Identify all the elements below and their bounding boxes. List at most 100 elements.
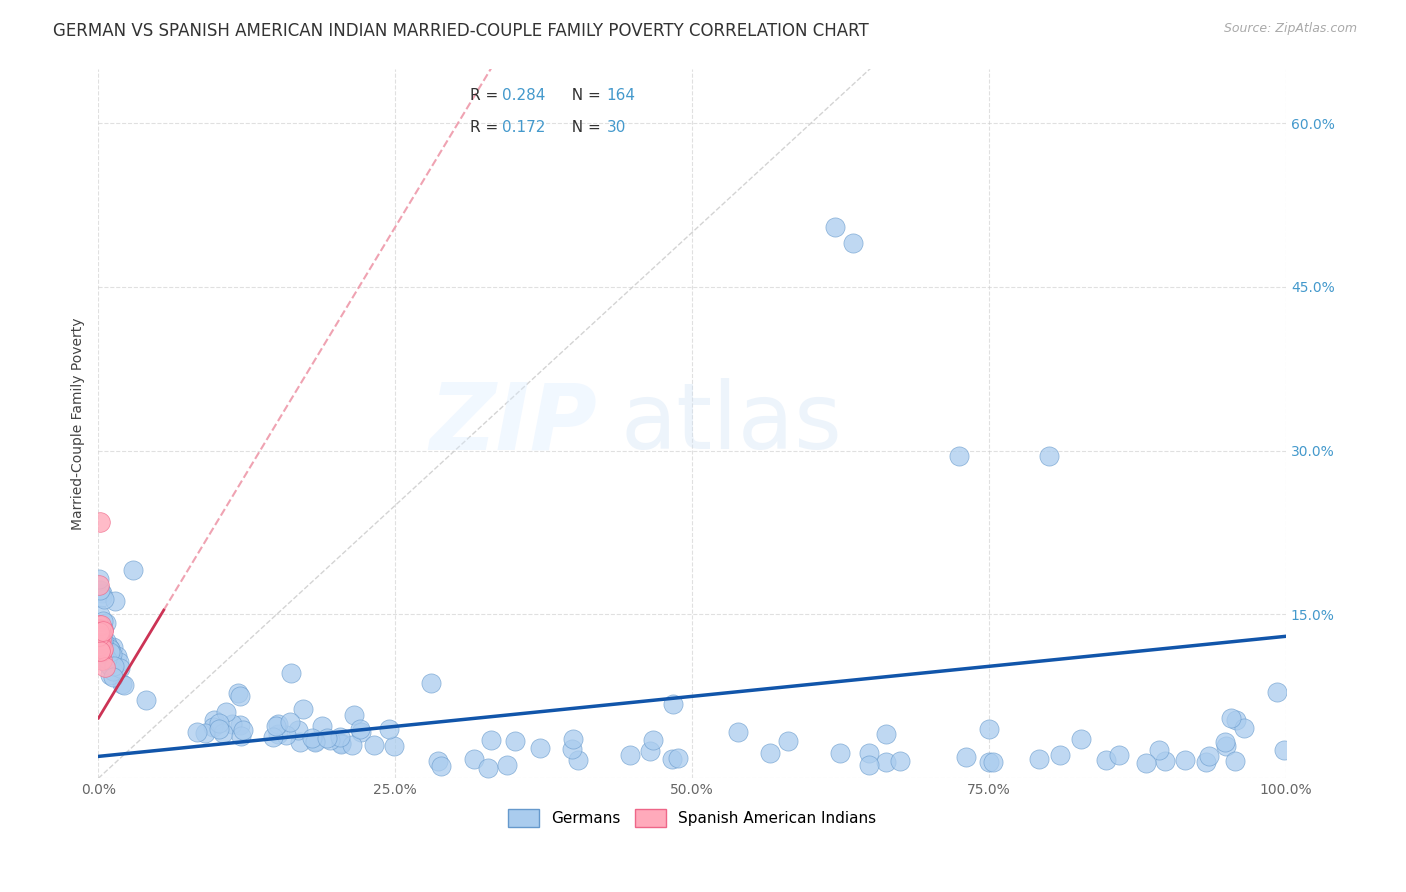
Point bbox=[90, 640, 112, 655]
Point bbox=[1225, 754, 1247, 768]
Text: R =: R = bbox=[470, 120, 503, 135]
Point bbox=[91, 652, 114, 666]
Point bbox=[91, 624, 114, 638]
Point bbox=[319, 732, 342, 747]
Point bbox=[1267, 685, 1289, 699]
Point bbox=[229, 718, 252, 732]
Point bbox=[98, 658, 121, 673]
Point bbox=[90, 624, 112, 639]
Point bbox=[1219, 711, 1241, 725]
Point bbox=[1213, 735, 1236, 749]
Point bbox=[87, 638, 110, 652]
Point bbox=[121, 563, 143, 577]
Point bbox=[1070, 732, 1092, 747]
Point bbox=[311, 719, 333, 733]
Point bbox=[105, 649, 128, 664]
Point bbox=[340, 738, 363, 752]
Text: N =: N = bbox=[561, 88, 605, 103]
Point bbox=[90, 632, 112, 647]
Point bbox=[90, 627, 112, 641]
Point bbox=[202, 720, 225, 734]
Point bbox=[1198, 749, 1220, 764]
Point bbox=[1215, 739, 1237, 754]
Point bbox=[420, 675, 443, 690]
Point bbox=[758, 746, 780, 760]
Point bbox=[1095, 753, 1118, 767]
Point bbox=[90, 644, 112, 658]
Point bbox=[89, 641, 111, 656]
Point bbox=[87, 624, 110, 638]
Point bbox=[349, 722, 371, 736]
Point bbox=[287, 723, 309, 738]
Point bbox=[94, 642, 117, 657]
Point bbox=[207, 715, 229, 730]
Point bbox=[477, 761, 499, 775]
Point bbox=[90, 639, 112, 653]
Text: 164: 164 bbox=[607, 88, 636, 103]
Point bbox=[87, 625, 110, 640]
Point bbox=[90, 628, 112, 642]
Point bbox=[91, 642, 114, 657]
Point bbox=[479, 733, 502, 747]
Text: 0.172: 0.172 bbox=[502, 120, 546, 135]
Point bbox=[96, 656, 118, 670]
Point bbox=[89, 629, 111, 643]
Point bbox=[93, 659, 115, 673]
Point bbox=[89, 632, 111, 647]
Point bbox=[463, 752, 485, 766]
Point bbox=[135, 693, 157, 707]
Point bbox=[875, 755, 897, 769]
Point bbox=[112, 678, 135, 692]
Point bbox=[89, 608, 111, 623]
Point bbox=[329, 730, 352, 744]
Point bbox=[662, 697, 685, 711]
Point bbox=[977, 723, 1000, 737]
Point bbox=[330, 736, 353, 750]
Point bbox=[561, 742, 583, 756]
Point bbox=[93, 638, 115, 652]
Point bbox=[87, 629, 110, 643]
Point bbox=[89, 643, 111, 657]
Point bbox=[91, 639, 114, 653]
Point bbox=[91, 614, 114, 628]
Point bbox=[91, 624, 114, 638]
Point bbox=[983, 755, 1005, 769]
Point bbox=[267, 717, 290, 731]
Point bbox=[101, 647, 124, 661]
Point bbox=[1038, 449, 1060, 463]
Point bbox=[87, 572, 110, 586]
Point bbox=[1135, 756, 1157, 770]
Point bbox=[89, 583, 111, 598]
Point bbox=[89, 515, 111, 529]
Point bbox=[98, 645, 121, 659]
Point bbox=[89, 643, 111, 657]
Point bbox=[292, 702, 315, 716]
Text: GERMAN VS SPANISH AMERICAN INDIAN MARRIED-COUPLE FAMILY POVERTY CORRELATION CHAR: GERMAN VS SPANISH AMERICAN INDIAN MARRIE… bbox=[53, 22, 869, 40]
Point bbox=[858, 746, 880, 760]
Point bbox=[89, 622, 111, 636]
Point bbox=[875, 727, 897, 741]
Text: atlas: atlas bbox=[621, 378, 842, 468]
Point bbox=[94, 653, 117, 667]
Point bbox=[430, 759, 453, 773]
Point bbox=[87, 630, 110, 644]
Point bbox=[96, 656, 118, 670]
Point bbox=[1174, 753, 1197, 767]
Point bbox=[232, 723, 254, 737]
Point bbox=[87, 641, 110, 656]
Point bbox=[363, 738, 385, 752]
Point bbox=[215, 705, 238, 719]
Point bbox=[1049, 748, 1071, 763]
Point bbox=[828, 746, 851, 760]
Point bbox=[212, 725, 235, 739]
Point bbox=[91, 633, 114, 648]
Point bbox=[226, 686, 249, 700]
Point bbox=[89, 624, 111, 638]
Point bbox=[94, 616, 117, 631]
Legend: Germans, Spanish American Indians: Germans, Spanish American Indians bbox=[501, 802, 884, 834]
Point bbox=[264, 719, 287, 733]
Point bbox=[87, 625, 110, 640]
Point bbox=[727, 724, 749, 739]
Point bbox=[89, 642, 111, 657]
Point bbox=[231, 729, 253, 743]
